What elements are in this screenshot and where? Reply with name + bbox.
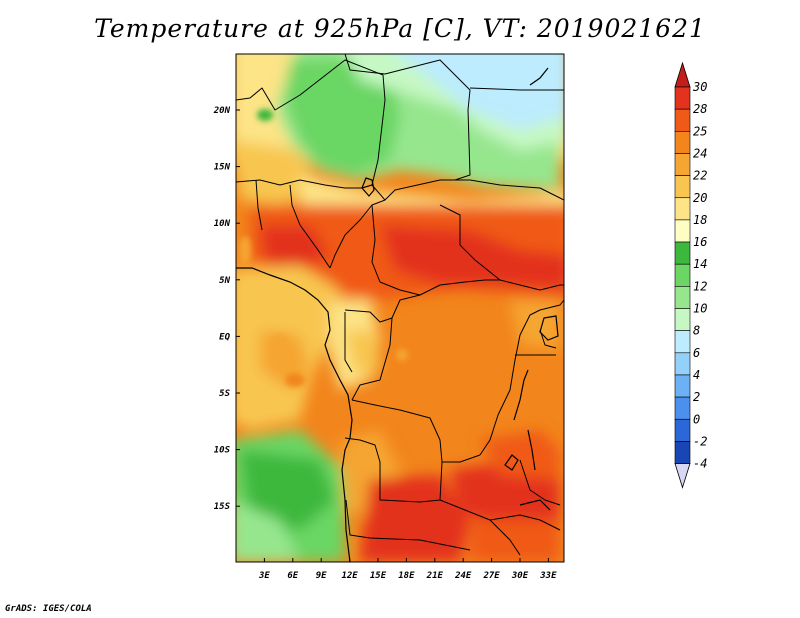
lon-tick-label: 33E	[539, 571, 557, 581]
colorbar-swatch	[674, 153, 691, 176]
colorbar-label: 6	[693, 346, 700, 360]
colorbar-label: 4	[693, 368, 700, 382]
colorbar-label: 0	[693, 412, 700, 426]
colorbar-swatch	[674, 441, 691, 464]
colorbar-swatch	[674, 175, 691, 199]
colorbar-label: 24	[693, 146, 707, 160]
map-frame	[235, 53, 565, 563]
colorbar-label: 28	[693, 102, 707, 116]
colorbar-swatch	[674, 352, 691, 376]
lat-tick-label: 5N	[219, 276, 230, 286]
colorbar-swatch	[674, 330, 691, 354]
colorbar-label: -4	[693, 457, 707, 471]
colorbar-swatch	[674, 418, 691, 442]
colorbar-label: 8	[693, 324, 700, 338]
lat-tick-label: 10S	[214, 446, 231, 456]
lat-tick-label: 15S	[214, 502, 231, 512]
lat-tick-label: EQ	[219, 332, 230, 342]
lon-tick-label: 30E	[511, 571, 529, 581]
colorbar-label: 10	[693, 302, 707, 316]
colorbar-label: 30	[692, 80, 707, 94]
colorbar-label: 16	[693, 235, 707, 249]
colorbar-label: 12	[693, 279, 707, 293]
colorbar-bottom-arrow	[674, 463, 691, 489]
colorbar-swatch	[674, 396, 691, 420]
lat-tick-label: 5S	[219, 389, 230, 399]
lon-tick-label: 18E	[398, 571, 415, 581]
colorbar-swatch	[674, 197, 691, 221]
colorbar-label: 14	[693, 257, 707, 271]
lon-tick-label: 15E	[370, 571, 387, 581]
lon-tick-label: 9E	[316, 571, 327, 581]
colorbar-swatch	[674, 241, 691, 265]
colorbar-label: 18	[693, 213, 707, 227]
lon-tick-label: 24E	[454, 571, 472, 581]
colorbar-swatch	[674, 131, 691, 154]
colorbar-swatch	[674, 286, 691, 309]
colorbar-label: 2	[693, 390, 700, 404]
lon-tick-label: 12E	[341, 571, 358, 581]
colorbar-swatch	[674, 108, 691, 132]
credit-text: GrADS: IGES/COLA	[5, 604, 92, 614]
lon-tick-label: 27E	[482, 571, 500, 581]
latitude-axis: 20N 15N 10N 5N EQ 5S 10S 15S	[213, 106, 240, 512]
longitude-axis: 3E 6E 9E 12E 15E 18E 21E 24E 27E 30E 33E	[258, 558, 557, 581]
colorbar-top-arrow	[674, 61, 691, 88]
colorbar-label: 20	[693, 191, 707, 205]
colorbar-label: 25	[693, 124, 707, 138]
lat-tick-label: 20N	[213, 106, 231, 116]
lat-tick-label: 10N	[214, 219, 231, 229]
chart-title: Temperature at 925hPa [C], VT: 201902162…	[94, 14, 706, 43]
colorbar-label: -2	[693, 434, 707, 448]
colorbar-swatch	[674, 374, 691, 398]
lon-tick-label: 21E	[426, 571, 444, 581]
temperature-field	[236, 54, 564, 562]
colorbar-swatch	[674, 308, 691, 331]
lat-tick-label: 15N	[214, 163, 231, 173]
colorbar-swatch	[674, 263, 691, 287]
lon-tick-label: 6E	[287, 571, 298, 581]
colorbar-swatch	[674, 219, 691, 243]
coastline	[236, 67, 559, 562]
colorbar-label: 22	[693, 169, 707, 183]
country-borders	[236, 54, 564, 556]
lon-tick-label: 3E	[258, 571, 270, 581]
colorbar-swatch	[674, 86, 691, 110]
